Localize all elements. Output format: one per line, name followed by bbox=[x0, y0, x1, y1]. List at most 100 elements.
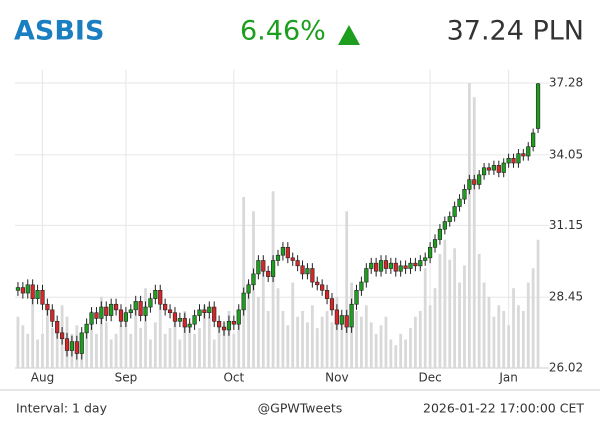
candle-body bbox=[172, 312, 178, 322]
y-tick-label: 31.15 bbox=[549, 218, 583, 232]
candle-body bbox=[256, 260, 261, 275]
candle-body bbox=[295, 260, 300, 267]
volume-bar bbox=[438, 254, 442, 368]
candle-body bbox=[226, 320, 232, 331]
candle-body bbox=[457, 198, 462, 207]
volume-bar bbox=[242, 197, 246, 368]
candle-body bbox=[143, 306, 148, 316]
volume-bar bbox=[394, 345, 398, 368]
up-arrow bbox=[338, 25, 360, 45]
candle-body bbox=[506, 158, 511, 164]
candle-body bbox=[305, 268, 310, 275]
volume-bar bbox=[399, 333, 403, 368]
candle-body bbox=[40, 290, 45, 305]
candle-body bbox=[442, 221, 447, 230]
candle-body bbox=[45, 303, 50, 311]
volume-bar bbox=[104, 322, 108, 368]
candle-body bbox=[320, 284, 325, 291]
candle-body bbox=[334, 309, 339, 325]
candle-body bbox=[481, 167, 487, 176]
volume-bar bbox=[237, 316, 241, 368]
volume-bar bbox=[413, 316, 417, 368]
candle-body bbox=[270, 260, 276, 277]
candle-body bbox=[339, 315, 344, 325]
candle-body bbox=[246, 284, 251, 294]
x-tick-label: Sep bbox=[115, 371, 138, 385]
volume-bar bbox=[222, 322, 226, 368]
candle-body bbox=[467, 179, 472, 190]
volume-bar bbox=[340, 316, 344, 368]
candle-body bbox=[109, 303, 114, 316]
x-tick-label: Nov bbox=[325, 371, 348, 385]
candle-body bbox=[511, 158, 516, 164]
volume-bar bbox=[507, 325, 511, 368]
volume-bar bbox=[134, 311, 138, 368]
volume-bar bbox=[163, 333, 167, 368]
volume-bar bbox=[198, 328, 201, 368]
volume-bar bbox=[168, 328, 172, 368]
source: @GPWTweets bbox=[258, 401, 343, 416]
volume-bar bbox=[109, 339, 113, 368]
candle-body bbox=[207, 306, 212, 314]
volume-bar bbox=[433, 288, 437, 368]
ticker: ASBIS bbox=[14, 16, 104, 47]
volume-bar bbox=[497, 305, 501, 368]
y-tick-label: 28.45 bbox=[549, 290, 583, 304]
candle-body bbox=[30, 284, 35, 299]
interval: Interval: 1 day bbox=[16, 401, 108, 416]
volume-bar bbox=[99, 296, 103, 368]
volume-bar bbox=[114, 333, 118, 368]
candle-body bbox=[177, 318, 182, 322]
candle-body bbox=[212, 306, 217, 322]
candle-body bbox=[261, 260, 266, 272]
volume-bar bbox=[517, 305, 520, 368]
change: 6.46% bbox=[240, 16, 326, 47]
candle-body bbox=[285, 247, 290, 259]
candle-body bbox=[310, 268, 315, 283]
candle-body bbox=[388, 262, 393, 269]
candle-body bbox=[153, 290, 158, 299]
candle-body bbox=[413, 262, 418, 267]
candle-body bbox=[432, 239, 438, 248]
volume-bar bbox=[178, 339, 182, 368]
candle-body bbox=[20, 287, 25, 294]
candle-body bbox=[118, 309, 124, 322]
candle-body bbox=[403, 265, 408, 269]
volume-bar bbox=[487, 296, 491, 368]
candle-body bbox=[15, 287, 21, 291]
volume-bar bbox=[55, 322, 59, 368]
candle-body bbox=[437, 228, 443, 240]
volume-bar bbox=[301, 311, 304, 368]
volume-bar bbox=[124, 316, 128, 368]
volume-bar bbox=[296, 316, 300, 368]
candle-body bbox=[501, 162, 506, 173]
candle-body bbox=[182, 318, 187, 328]
volume-bar bbox=[355, 311, 358, 368]
candle-body bbox=[398, 265, 403, 272]
volume-bar bbox=[335, 296, 339, 368]
volume-bar bbox=[16, 316, 20, 368]
volume-bar bbox=[261, 268, 265, 368]
volume-bar bbox=[276, 288, 280, 368]
candle-body bbox=[393, 262, 398, 272]
x-tick-label: Dec bbox=[418, 371, 441, 385]
volume-bar bbox=[95, 333, 98, 368]
volume-bar bbox=[26, 333, 30, 368]
candle-body bbox=[123, 312, 128, 322]
candle-body bbox=[192, 315, 197, 325]
candle-body bbox=[74, 341, 79, 354]
volume-bar bbox=[360, 316, 363, 368]
candle-body bbox=[383, 260, 389, 269]
volume-bar bbox=[310, 305, 314, 368]
volume-bar bbox=[320, 316, 324, 368]
volume-bar bbox=[467, 83, 471, 368]
volume-bar bbox=[247, 282, 250, 368]
candle-body bbox=[104, 306, 109, 316]
volume-bar bbox=[306, 322, 309, 368]
volume-bar bbox=[291, 282, 295, 368]
volume-bar bbox=[173, 316, 177, 368]
candle-body bbox=[163, 303, 168, 311]
x-tick-label: Jan bbox=[498, 371, 518, 385]
volume-bar bbox=[369, 322, 373, 368]
